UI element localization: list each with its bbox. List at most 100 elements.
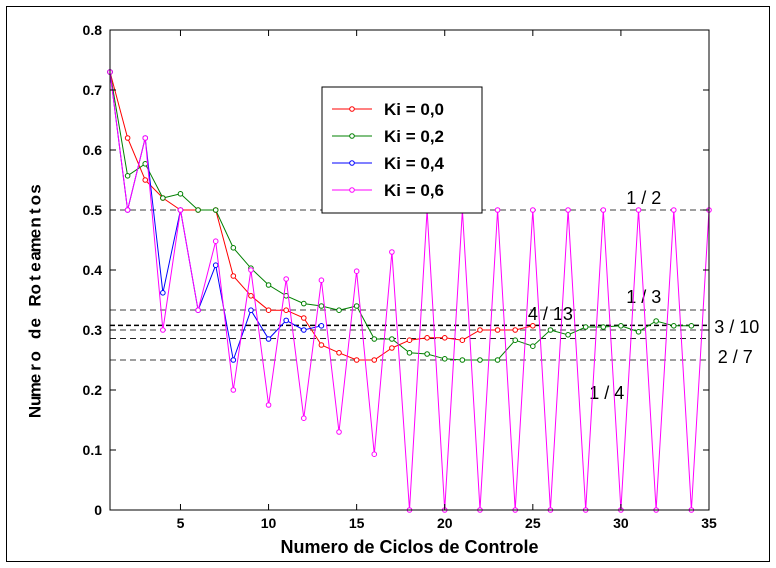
data-point: [424, 351, 430, 357]
data-point: [670, 323, 677, 329]
data-point: [371, 357, 378, 363]
data-point: [635, 329, 642, 335]
data-point: [177, 207, 184, 213]
data-point: [248, 293, 254, 299]
data-point: [283, 276, 289, 282]
y-axis-label-glyph: e: [26, 318, 45, 327]
data-point: [195, 307, 201, 314]
y-axis-label-glyph: e: [26, 229, 45, 238]
data-point: [441, 335, 448, 341]
data-point: [300, 300, 307, 307]
data-point: [406, 337, 413, 344]
x-axis-label: Numero de Ciclos de Controle: [280, 537, 538, 557]
x-tick-label: 35: [701, 515, 717, 531]
y-axis-label-glyph: o: [26, 195, 45, 205]
x-tick-label: 20: [437, 515, 453, 531]
data-point: [618, 323, 624, 329]
y-axis-label-glyph: e: [26, 374, 45, 383]
legend: Ki = 0,0 Ki = 0,2 Ki = 0,4 Ki = 0,6: [321, 86, 483, 214]
y-tick-label: 0: [94, 502, 102, 518]
data-point: [688, 323, 695, 329]
data-point: [389, 336, 395, 342]
y-axis-label-glyph: d: [26, 329, 45, 339]
data-point: [336, 307, 342, 314]
series-2: [107, 69, 695, 363]
reference-line-label: 3 / 10: [714, 317, 759, 337]
data-point: [265, 307, 272, 314]
data-point: [300, 315, 307, 321]
reference-line-label: 4 / 13: [528, 304, 573, 324]
data-point: [670, 207, 677, 213]
data-point: [160, 290, 166, 296]
data-point: [230, 387, 237, 393]
data-point: [230, 273, 237, 279]
legend-swatch-marker: [349, 187, 355, 193]
data-point: [248, 307, 254, 314]
data-point: [565, 207, 571, 213]
y-axis-label-glyph: o: [26, 351, 45, 361]
data-point: [336, 350, 342, 356]
data-point: [530, 343, 536, 350]
data-point: [230, 357, 237, 363]
data-point: [389, 345, 395, 351]
data-point: [124, 207, 131, 213]
reference-lines: 1 / 21 / 34 / 133 / 102 / 71 / 4: [110, 188, 759, 403]
y-tick-label: 0.4: [83, 262, 103, 278]
legend-entry-label: Ki = 0,4: [384, 154, 445, 173]
data-point: [582, 324, 589, 330]
y-tick-label: 0.6: [83, 142, 103, 158]
x-tick-label: 30: [613, 515, 629, 531]
data-point: [300, 415, 307, 422]
y-axis-label-glyph: n: [26, 217, 45, 227]
data-point: [318, 323, 325, 329]
data-point: [318, 303, 325, 309]
x-tick-label: 5: [177, 515, 185, 531]
y-axis-label-glyph: R: [26, 294, 45, 306]
y-tick-label: 0.8: [83, 22, 103, 38]
data-point: [283, 307, 289, 314]
y-axis-label-glyph: u: [26, 396, 45, 406]
data-point: [635, 207, 642, 213]
data-point: [212, 207, 219, 213]
reference-line-label: 1 / 2: [626, 188, 661, 208]
data-point: [530, 323, 536, 329]
y-axis-label-glyph: e: [26, 262, 45, 271]
y-tick-label: 0.5: [83, 202, 103, 218]
data-point: [459, 357, 466, 363]
data-point: [336, 429, 342, 435]
y-tick-label: 0.7: [83, 82, 103, 98]
data-point: [353, 357, 360, 363]
data-point: [512, 337, 519, 344]
data-point: [371, 336, 378, 342]
data-point: [265, 282, 272, 288]
data-point: [265, 402, 272, 408]
data-point: [142, 135, 149, 141]
legend-swatch-marker: [349, 160, 355, 166]
data-point: [212, 238, 219, 244]
legend-swatch-marker: [349, 106, 355, 112]
data-point: [406, 350, 413, 356]
y-axis-label-glyph: N: [26, 406, 45, 418]
data-point: [177, 191, 184, 197]
data-point: [424, 335, 430, 341]
x-tick-label: 15: [349, 515, 365, 531]
legend-entry-label: Ki = 0,0: [384, 100, 444, 119]
data-point: [653, 318, 659, 324]
y-axis-label-glyph: a: [26, 251, 45, 261]
reference-line-label: 2 / 7: [718, 347, 753, 367]
y-axis-label-glyph: t: [26, 275, 45, 281]
y-axis-label-glyph: m: [26, 237, 45, 252]
data-point: [283, 317, 289, 324]
y-axis-label-glyph: o: [26, 284, 45, 294]
y-tick-label: 0.1: [83, 442, 103, 458]
data-point: [512, 327, 519, 333]
data-point: [494, 327, 501, 333]
legend-box: [321, 86, 483, 214]
data-point: [441, 356, 448, 362]
data-point: [318, 277, 325, 284]
data-point: [600, 207, 607, 213]
data-point: [477, 357, 483, 363]
y-tick-label: 0.3: [83, 322, 103, 338]
